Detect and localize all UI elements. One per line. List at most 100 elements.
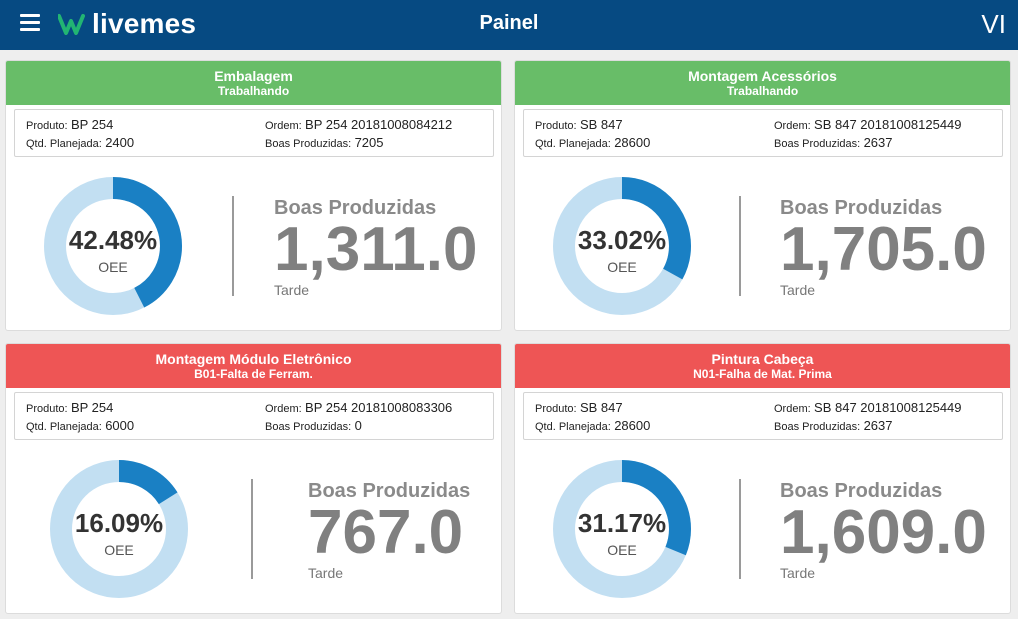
divider	[739, 479, 741, 579]
produto-value: SB 847	[579, 400, 623, 415]
oee-percent: 16.09%	[74, 508, 164, 538]
ordem-line: Ordem: BP 254 20181008083306	[265, 400, 452, 415]
metric-value: 1,705.0	[780, 215, 987, 284]
qtd-planejada-label: Qtd. Planejada:	[26, 421, 102, 433]
qtd-planejada-value: 2400	[105, 135, 135, 150]
metric-shift: Tarde	[780, 282, 816, 298]
produto-line: Produto: SB 847	[535, 400, 623, 415]
card-header: Montagem Acessórios Trabalhando	[515, 61, 1010, 105]
produto-label: Produto:	[26, 120, 68, 132]
menu-icon[interactable]	[20, 14, 40, 34]
machine-card[interactable]: Pintura Cabeça N01-Falha de Mat. Prima P…	[514, 343, 1011, 614]
oee-label: OEE	[607, 259, 637, 275]
metric-value: 1,311.0	[274, 215, 478, 284]
info-box: Produto: SB 847 Qtd. Planejada: 28600 Or…	[523, 109, 1003, 157]
donut-fill	[553, 460, 691, 598]
qtd-planejada-value: 6000	[105, 418, 135, 433]
ordem-label: Ordem:	[774, 120, 811, 132]
user-avatar[interactable]: VI	[981, 9, 1006, 39]
boas-produzidas-value: 0	[354, 418, 362, 433]
produto-value: BP 254	[70, 117, 114, 132]
divider	[232, 196, 234, 296]
oee-label: OEE	[104, 542, 134, 558]
qtd-planejada-line: Qtd. Planejada: 28600	[535, 418, 650, 433]
boas-produzidas-value: 7205	[354, 135, 384, 150]
machine-card[interactable]: Montagem Acessórios Trabalhando Produto:…	[514, 60, 1011, 331]
info-box: Produto: SB 847 Qtd. Planejada: 28600 Or…	[523, 392, 1003, 440]
boas-produzidas-value: 2637	[863, 418, 893, 433]
boas-produzidas-label: Boas Produzidas:	[265, 421, 352, 433]
qtd-planejada-value: 28600	[614, 135, 651, 150]
qtd-planejada-label: Qtd. Planejada:	[535, 421, 611, 433]
boas-produzidas-label: Boas Produzidas:	[774, 421, 861, 433]
boas-produzidas-value: 2637	[863, 135, 893, 150]
card-status: Trabalhando	[217, 84, 290, 98]
produto-label: Produto:	[535, 403, 577, 415]
oee-percent: 33.02%	[577, 225, 667, 255]
qtd-planejada-line: Qtd. Planejada: 6000	[26, 418, 134, 433]
oee-donut: 31.17% OEE	[549, 456, 695, 602]
metric-block: Boas Produzidas 767.0 Tarde	[308, 480, 470, 581]
oee-donut: 33.02% OEE	[549, 173, 695, 319]
boas-produzidas-label: Boas Produzidas:	[774, 138, 861, 150]
top-bar: livemes Painel VI	[0, 0, 1018, 50]
card-title: Montagem Módulo Eletrônico	[155, 351, 352, 367]
produto-line: Produto: BP 254	[26, 400, 113, 415]
ordem-line: Ordem: SB 847 20181008125449	[774, 400, 962, 415]
produto-value: SB 847	[579, 117, 623, 132]
qtd-planejada-line: Qtd. Planejada: 28600	[535, 135, 650, 150]
metric-value: 1,609.0	[780, 498, 987, 567]
qtd-planejada-label: Qtd. Planejada:	[535, 138, 611, 150]
ordem-value: SB 847 20181008125449	[814, 117, 962, 132]
metric-shift: Tarde	[780, 565, 816, 581]
metric-title: Boas Produzidas	[780, 197, 943, 219]
donut-fill	[553, 177, 691, 315]
oee-label: OEE	[98, 259, 128, 275]
qtd-planejada-label: Qtd. Planejada:	[26, 138, 102, 150]
boas-produzidas-line: Boas Produzidas: 2637	[774, 418, 892, 433]
card-header: Montagem Módulo Eletrônico B01-Falta de …	[6, 344, 501, 388]
produto-label: Produto:	[26, 403, 68, 415]
oee-percent: 42.48%	[68, 225, 158, 255]
card-title: Montagem Acessórios	[688, 68, 837, 84]
ordem-value: BP 254 20181008084212	[305, 117, 453, 132]
info-box: Produto: BP 254 Qtd. Planejada: 2400 Ord…	[14, 109, 494, 157]
ordem-label: Ordem:	[774, 403, 811, 415]
oee-donut: 42.48% OEE	[40, 173, 186, 319]
divider	[251, 479, 253, 579]
qtd-planejada-value: 28600	[614, 418, 651, 433]
boas-produzidas-line: Boas Produzidas: 2637	[774, 135, 892, 150]
divider	[739, 196, 741, 296]
produto-line: Produto: BP 254	[26, 117, 113, 132]
machine-card[interactable]: Montagem Módulo Eletrônico B01-Falta de …	[5, 343, 502, 614]
machine-card[interactable]: Embalagem Trabalhando Produto: BP 254 Qt…	[5, 60, 502, 331]
metric-title: Boas Produzidas	[780, 480, 943, 502]
logo[interactable]: livemes	[58, 8, 196, 40]
ordem-label: Ordem:	[265, 120, 302, 132]
card-status: B01-Falta de Ferram.	[194, 367, 313, 381]
oee-percent: 31.17%	[577, 508, 667, 538]
ordem-value: BP 254 20181008083306	[305, 400, 453, 415]
produto-value: BP 254	[70, 400, 114, 415]
ordem-line: Ordem: BP 254 20181008084212	[265, 117, 452, 132]
metric-title: Boas Produzidas	[274, 197, 437, 219]
metric-block: Boas Produzidas 1,311.0 Tarde	[274, 197, 477, 298]
boas-produzidas-line: Boas Produzidas: 0	[265, 418, 362, 433]
metric-shift: Tarde	[308, 565, 344, 581]
boas-produzidas-line: Boas Produzidas: 7205	[265, 135, 383, 150]
logo-text: livemes	[92, 8, 197, 39]
card-title: Embalagem	[214, 68, 293, 84]
donut-fill	[50, 460, 188, 598]
metric-title: Boas Produzidas	[308, 480, 471, 502]
ordem-label: Ordem:	[265, 403, 302, 415]
metric-block: Boas Produzidas 1,609.0 Tarde	[780, 480, 987, 581]
produto-line: Produto: SB 847	[535, 117, 623, 132]
card-header: Embalagem Trabalhando	[6, 61, 501, 105]
oee-label: OEE	[607, 542, 637, 558]
metric-shift: Tarde	[274, 282, 310, 298]
metric-block: Boas Produzidas 1,705.0 Tarde	[780, 197, 987, 298]
produto-label: Produto:	[535, 120, 577, 132]
qtd-planejada-line: Qtd. Planejada: 2400	[26, 135, 134, 150]
donut-fill	[44, 177, 182, 315]
card-title: Pintura Cabeça	[711, 351, 814, 367]
